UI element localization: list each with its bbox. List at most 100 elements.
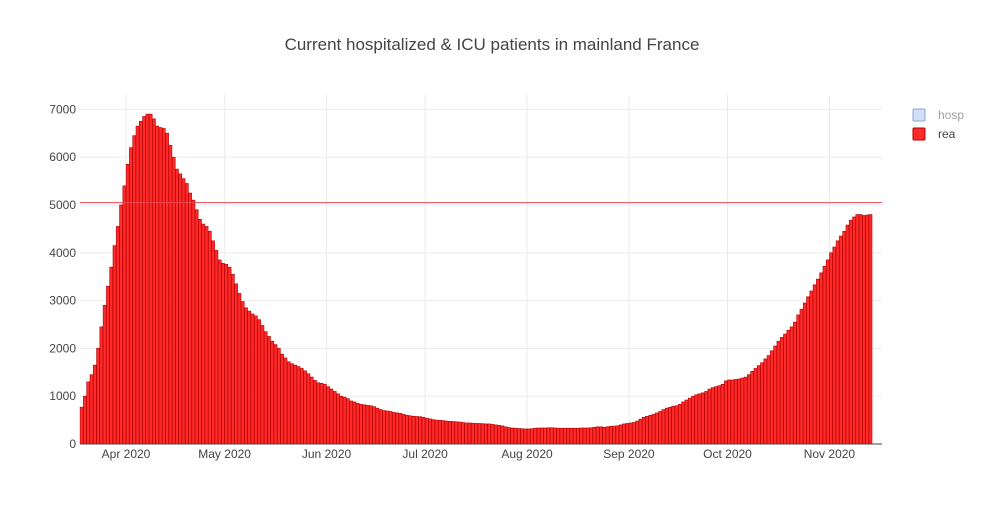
bar-rea[interactable] [300,368,304,445]
bar-rea[interactable] [750,371,754,445]
bar-rea[interactable] [848,219,853,445]
bar-rea[interactable] [533,427,538,445]
bar-rea[interactable] [530,428,534,445]
bar-rea[interactable] [549,427,554,445]
bar-rea[interactable] [747,374,751,445]
bar-rea[interactable] [687,397,692,445]
bar-rea[interactable] [470,422,475,445]
bar-rea[interactable] [326,386,330,445]
bar-rea[interactable] [313,380,317,445]
bar-rea[interactable] [112,245,117,445]
bar-rea[interactable] [188,192,192,445]
bar-rea[interactable] [441,420,446,445]
bar-rea[interactable] [526,428,531,445]
bar-rea[interactable] [569,427,574,445]
bar-rea[interactable] [185,183,189,445]
bar-rea[interactable] [829,252,833,445]
bar-rea[interactable] [142,116,146,445]
bar-rea[interactable] [516,428,521,445]
bar-rea[interactable] [786,329,791,445]
bar-rea[interactable] [286,361,291,445]
bar-rea[interactable] [586,427,590,445]
bar-rea[interactable] [329,388,334,445]
bar-rea[interactable] [783,333,787,445]
bar-rea[interactable] [421,416,426,445]
bar-rea[interactable] [799,308,804,445]
bar-rea[interactable] [753,368,758,445]
bar-rea[interactable] [106,285,110,445]
bar-rea[interactable] [234,283,238,445]
bar-rea[interactable] [510,427,515,445]
bar-rea[interactable] [332,391,337,445]
bar-rea[interactable] [227,266,232,445]
bar-rea[interactable] [171,156,176,445]
bar-rea[interactable] [661,409,666,445]
bar-rea[interactable] [244,307,248,445]
bar-rea[interactable] [86,381,91,445]
bar-rea[interactable] [208,230,212,445]
bar-rea[interactable] [431,419,436,445]
bar-rea[interactable] [793,321,797,445]
bar-rea[interactable] [283,357,288,445]
bar-rea[interactable] [760,362,764,445]
bar-rea[interactable] [572,427,577,445]
bar-rea[interactable] [457,421,462,445]
bar-rea[interactable] [559,427,564,445]
bar-rea[interactable] [303,370,307,445]
bar-rea[interactable] [825,259,830,445]
bar-rea[interactable] [842,230,847,445]
bar-rea[interactable] [605,426,610,445]
bar-rea[interactable] [102,305,107,445]
bar-rea[interactable] [628,422,633,445]
bar-rea[interactable] [152,118,156,445]
bar-rea[interactable] [359,404,363,445]
bar-rea[interactable] [388,411,393,445]
bar-rea[interactable] [484,423,488,445]
bar-rea[interactable] [405,415,409,445]
bar-rea[interactable] [796,314,800,445]
bar-rea[interactable] [257,319,261,445]
bar-rea[interactable] [684,399,689,445]
bar-rea[interactable] [231,273,235,445]
bar-rea[interactable] [609,426,613,445]
bar-rea[interactable] [855,214,860,445]
bar-rea[interactable] [194,209,199,445]
bar-rea[interactable] [490,424,495,445]
bar-rea[interactable] [277,348,281,445]
bar-rea[interactable] [401,414,406,445]
bar-rea[interactable] [694,394,699,445]
bar-rea[interactable] [175,168,179,445]
bar-rea[interactable] [408,415,413,445]
bar-rea[interactable] [779,337,784,445]
bar-rea[interactable] [806,296,810,445]
bar-rea[interactable] [372,406,376,445]
bar-rea[interactable] [132,135,137,445]
bar-rea[interactable] [536,427,541,445]
bar-rea[interactable] [119,204,123,445]
bar-rea[interactable] [507,427,511,445]
bar-rea[interactable] [385,410,390,445]
bar-rea[interactable] [461,422,465,445]
bar-rea[interactable] [237,293,242,445]
bar-rea[interactable] [579,427,584,445]
bar-rea[interactable] [618,424,623,445]
bar-rea[interactable] [369,405,373,445]
bar-rea[interactable] [743,376,748,445]
bar-rea[interactable] [832,246,837,445]
bar-rea[interactable] [349,400,353,445]
bar-rea[interactable] [92,364,97,445]
bar-rea[interactable] [648,415,653,445]
bar-rea[interactable] [737,378,741,445]
bar-rea[interactable] [655,412,659,445]
bar-rea[interactable] [221,262,225,445]
bar-rea[interactable] [168,144,173,445]
bar-rea[interactable] [612,425,616,445]
bar-rea[interactable] [181,178,186,445]
bar-rea[interactable] [839,235,843,445]
bar-rea[interactable] [392,412,396,445]
bar-rea[interactable] [776,340,781,445]
bar-rea[interactable] [816,278,820,445]
bar-rea[interactable] [513,427,518,445]
bar-rea[interactable] [250,313,255,445]
bar-rea[interactable] [263,331,268,445]
